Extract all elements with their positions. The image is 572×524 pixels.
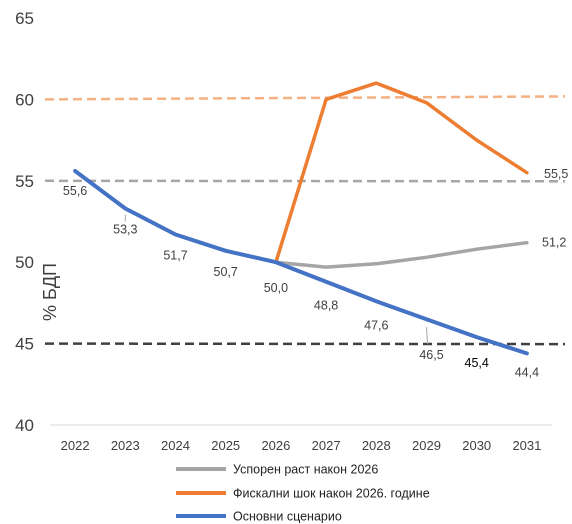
y-axis-label: % БДП: [40, 263, 60, 321]
series-line: [73, 169, 529, 356]
y-tick-label: 40: [15, 416, 34, 435]
y-tick-label: 50: [15, 253, 34, 272]
x-tick-label: 2031: [512, 438, 541, 453]
reference-line: [44, 95, 566, 101]
label-leader-lines: [124, 214, 428, 345]
label-leader: [426, 327, 428, 345]
data-label: 55,6: [63, 184, 87, 198]
data-label: 51,2: [542, 236, 566, 250]
y-tick-label: 60: [15, 90, 34, 109]
series-line: [274, 240, 529, 269]
reference-lines: [44, 95, 566, 346]
y-tick-label: 45: [15, 335, 34, 354]
data-labels: 55,6 53,3 51,7 50,7 50,0 48,8 47,6 46,5 45,4 44,4…: [63, 167, 568, 379]
x-tick-label: 2026: [261, 438, 290, 453]
data-label: 48,8: [314, 299, 338, 313]
x-tick-label: 2027: [312, 438, 341, 453]
legend-item: Успорен раст након 2026: [176, 463, 378, 477]
legend: Успорен раст након 2026 Фискални шок нако…: [176, 463, 430, 524]
data-label: 53,3: [113, 222, 137, 236]
x-tick-label: 2022: [61, 438, 90, 453]
data-label: 51,7: [163, 249, 187, 263]
legend-label: Фискални шок након 2026. године: [233, 487, 430, 501]
y-tick-label: 55: [15, 172, 34, 191]
x-tick-label: 2029: [412, 438, 441, 453]
data-label: 50,0: [264, 281, 288, 295]
legend-item: Фискални шок након 2026. године: [176, 487, 430, 501]
x-tick-label: 2028: [362, 438, 391, 453]
legend-item: Основни сценарио: [176, 510, 342, 524]
data-label: 55,5: [544, 167, 568, 181]
x-tick-label: 2025: [211, 438, 240, 453]
data-label: 47,6: [364, 318, 388, 332]
x-tick-label: 2024: [161, 438, 190, 453]
y-tick-label: 65: [15, 9, 34, 28]
series-line: [274, 81, 529, 264]
data-label: 46,5: [419, 348, 443, 362]
legend-label: Успорен раст након 2026: [233, 463, 378, 477]
data-label: 45,4: [465, 356, 489, 370]
reference-line: [44, 342, 566, 346]
x-tick-label: 2030: [462, 438, 491, 453]
reference-line: [44, 179, 566, 183]
series-lines: [73, 81, 529, 356]
data-label: 44,4: [515, 365, 539, 379]
x-axis-ticks: 2022 2023 2024 2025 2026 2027 2028 2029 2030 2031: [61, 438, 542, 453]
y-axis-ticks: 40 45 50 55 60 65: [15, 9, 34, 435]
data-label: 50,7: [214, 265, 238, 279]
legend-label: Основни сценарио: [233, 510, 342, 524]
x-tick-label: 2023: [111, 438, 140, 453]
